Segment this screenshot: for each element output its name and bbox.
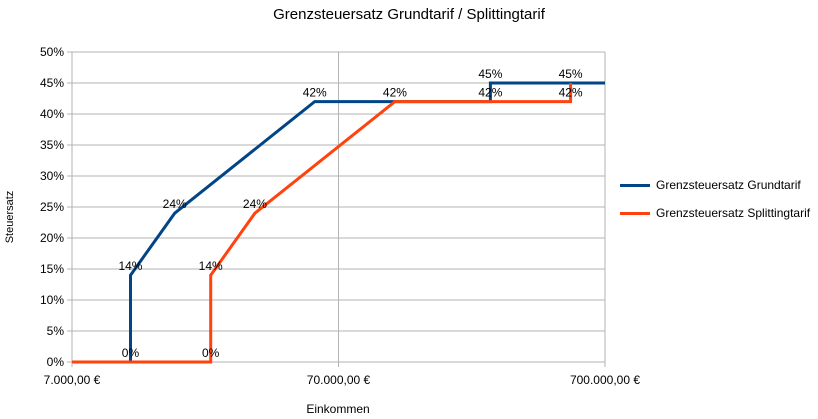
legend-label-splittingtarif: Grenzsteuersatz Splittingtarif [656,206,811,220]
y-tick-label: 10% [40,293,64,307]
data-label: 45% [559,67,583,81]
legend-swatch-grundtarif [620,183,650,187]
data-label: 14% [199,259,223,273]
series-line-1 [72,83,573,364]
x-axis-label: Einkommen [306,402,369,416]
y-tick-label: 20% [40,231,64,245]
data-label: 42% [383,86,407,100]
y-tick-label: 50% [40,45,64,59]
y-tick-label: 25% [40,200,64,214]
data-label: 42% [478,86,502,100]
data-label: 45% [478,67,502,81]
legend-item-grundtarif: Grenzsteuersatz Grundtarif [620,178,810,192]
data-label: 0% [202,346,220,360]
x-tick-label: 700.000,00 € [570,373,640,387]
y-tick-label: 5% [47,324,65,338]
chart-title: Grenzsteuersatz Grundtarif / Splittingta… [273,6,545,23]
x-tick-label: 70.000,00 € [307,373,371,387]
legend: Grenzsteuersatz Grundtarif Grenzsteuersa… [620,178,810,234]
legend-label-grundtarif: Grenzsteuersatz Grundtarif [656,178,801,192]
data-label: 24% [243,197,267,211]
y-tick-label: 35% [40,138,64,152]
y-tick-label: 15% [40,262,64,276]
y-tick-label: 30% [40,169,64,183]
legend-swatch-splittingtarif [620,211,650,215]
y-tick-label: 40% [40,107,64,121]
data-label: 24% [163,197,187,211]
data-label: 42% [559,86,583,100]
legend-item-splittingtarif: Grenzsteuersatz Splittingtarif [620,206,810,220]
series-line-0 [72,81,605,364]
x-tick-label: 7.000,00 € [44,373,101,387]
data-label: 14% [118,259,142,273]
y-tick-label: 45% [40,76,64,90]
y-axis-label: Steuersatz [4,191,16,244]
y-tick-label: 0% [47,355,65,369]
data-label: 42% [303,86,327,100]
data-label: 0% [122,346,140,360]
